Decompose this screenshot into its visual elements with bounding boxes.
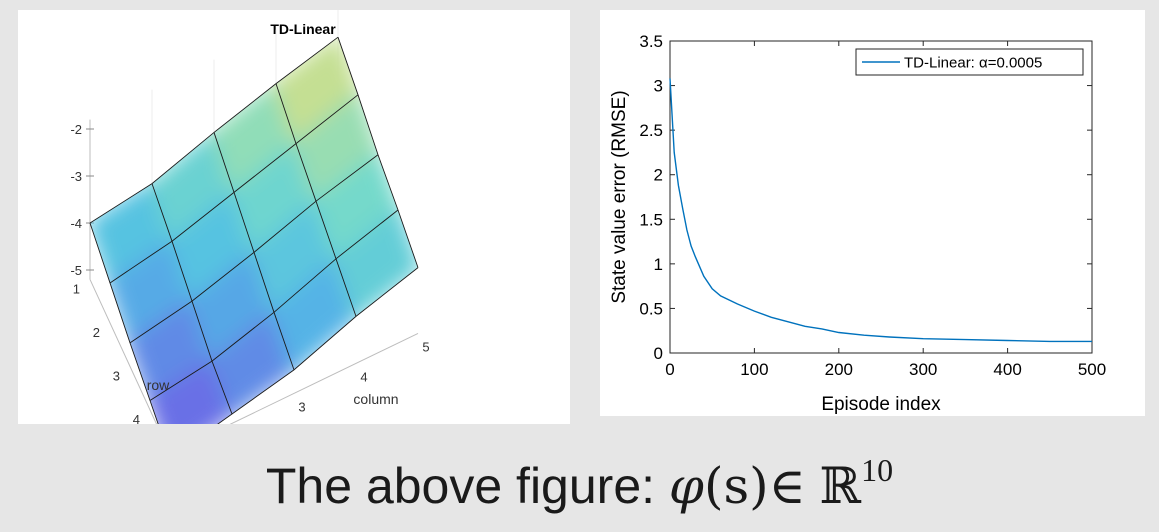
surface-mesh-column (151, 183, 233, 415)
line-xlabel: Episode index (821, 394, 941, 415)
y-tick-label: 2.5 (639, 121, 663, 140)
line-ylabel: State value error (RMSE) (609, 90, 630, 303)
legend-box (855, 48, 1084, 76)
surface-mesh-column (213, 132, 295, 371)
z-tick-label: -5 (70, 263, 82, 278)
axis-row-line (89, 279, 158, 424)
row-tick-label: 4 (133, 412, 140, 424)
surface-plot-panel: TD-Linear -2-3-4-51234512345 column row (18, 10, 570, 424)
y-tick-label: 0.5 (639, 299, 663, 318)
row-tick-label: 2 (93, 325, 100, 340)
surface-mesh-column (337, 37, 419, 268)
surface-title: TD-Linear (270, 21, 336, 37)
surface-ylabel: row (147, 377, 170, 393)
z-tick-label: -4 (70, 216, 82, 231)
plot-area (669, 40, 1093, 354)
x-tick-label: 0 (665, 360, 674, 379)
y-tick-label: 0 (654, 344, 663, 363)
caption-arg: (s) (703, 457, 769, 515)
surface-plot: TD-Linear -2-3-4-51234512345 column row (70, 10, 430, 424)
z-tick-label: -2 (70, 122, 82, 137)
x-tick-label: 200 (825, 360, 853, 379)
caption-phi: φ (668, 457, 704, 515)
x-tick-label: 400 (993, 360, 1021, 379)
row-tick-label: 1 (73, 281, 80, 296)
y-tick-label: 1 (654, 255, 663, 274)
series-line (669, 78, 1092, 343)
y-tick-label: 3 (654, 77, 663, 96)
z-tick-label: -3 (70, 169, 82, 184)
line-chart: 0 100 200 300 400 500 0 0.5 1 1.5 2 2.5 3 3.5 TD-Line… (609, 32, 1106, 415)
x-tick-label: 300 (909, 360, 937, 379)
y-tick-label: 1.5 (639, 210, 663, 229)
column-tick-label: 4 (360, 369, 367, 384)
x-tick-label: 100 (740, 360, 768, 379)
caption-power: 10 (861, 452, 894, 488)
surface-mesh-column (275, 83, 357, 317)
caption-text: The above figure: (265, 458, 669, 514)
surface-xlabel: column (353, 391, 398, 407)
surface-mesh-column (89, 222, 159, 424)
x-tick-label: 500 (1078, 360, 1106, 379)
caption-field: ℝ (819, 457, 862, 515)
legend-label: TD-Linear: α=0.0005 (904, 55, 1042, 72)
row-tick-label: 3 (113, 368, 120, 383)
caption-in: ∈ (768, 457, 806, 515)
axis-column-line (229, 332, 419, 424)
column-tick-label: 5 (422, 339, 429, 354)
legend: TD-Linear: α=0.0005 (855, 48, 1084, 76)
column-tick-label: 3 (298, 399, 305, 414)
y-tick-label: 2 (654, 166, 663, 185)
figure-caption: The above figure: φ(s)∈ ℝ10 (0, 452, 1159, 515)
line-chart-panel: 0 100 200 300 400 500 0 0.5 1 1.5 2 2.5 3 3.5 TD-Line… (600, 10, 1145, 416)
y-tick-label: 3.5 (639, 32, 663, 51)
